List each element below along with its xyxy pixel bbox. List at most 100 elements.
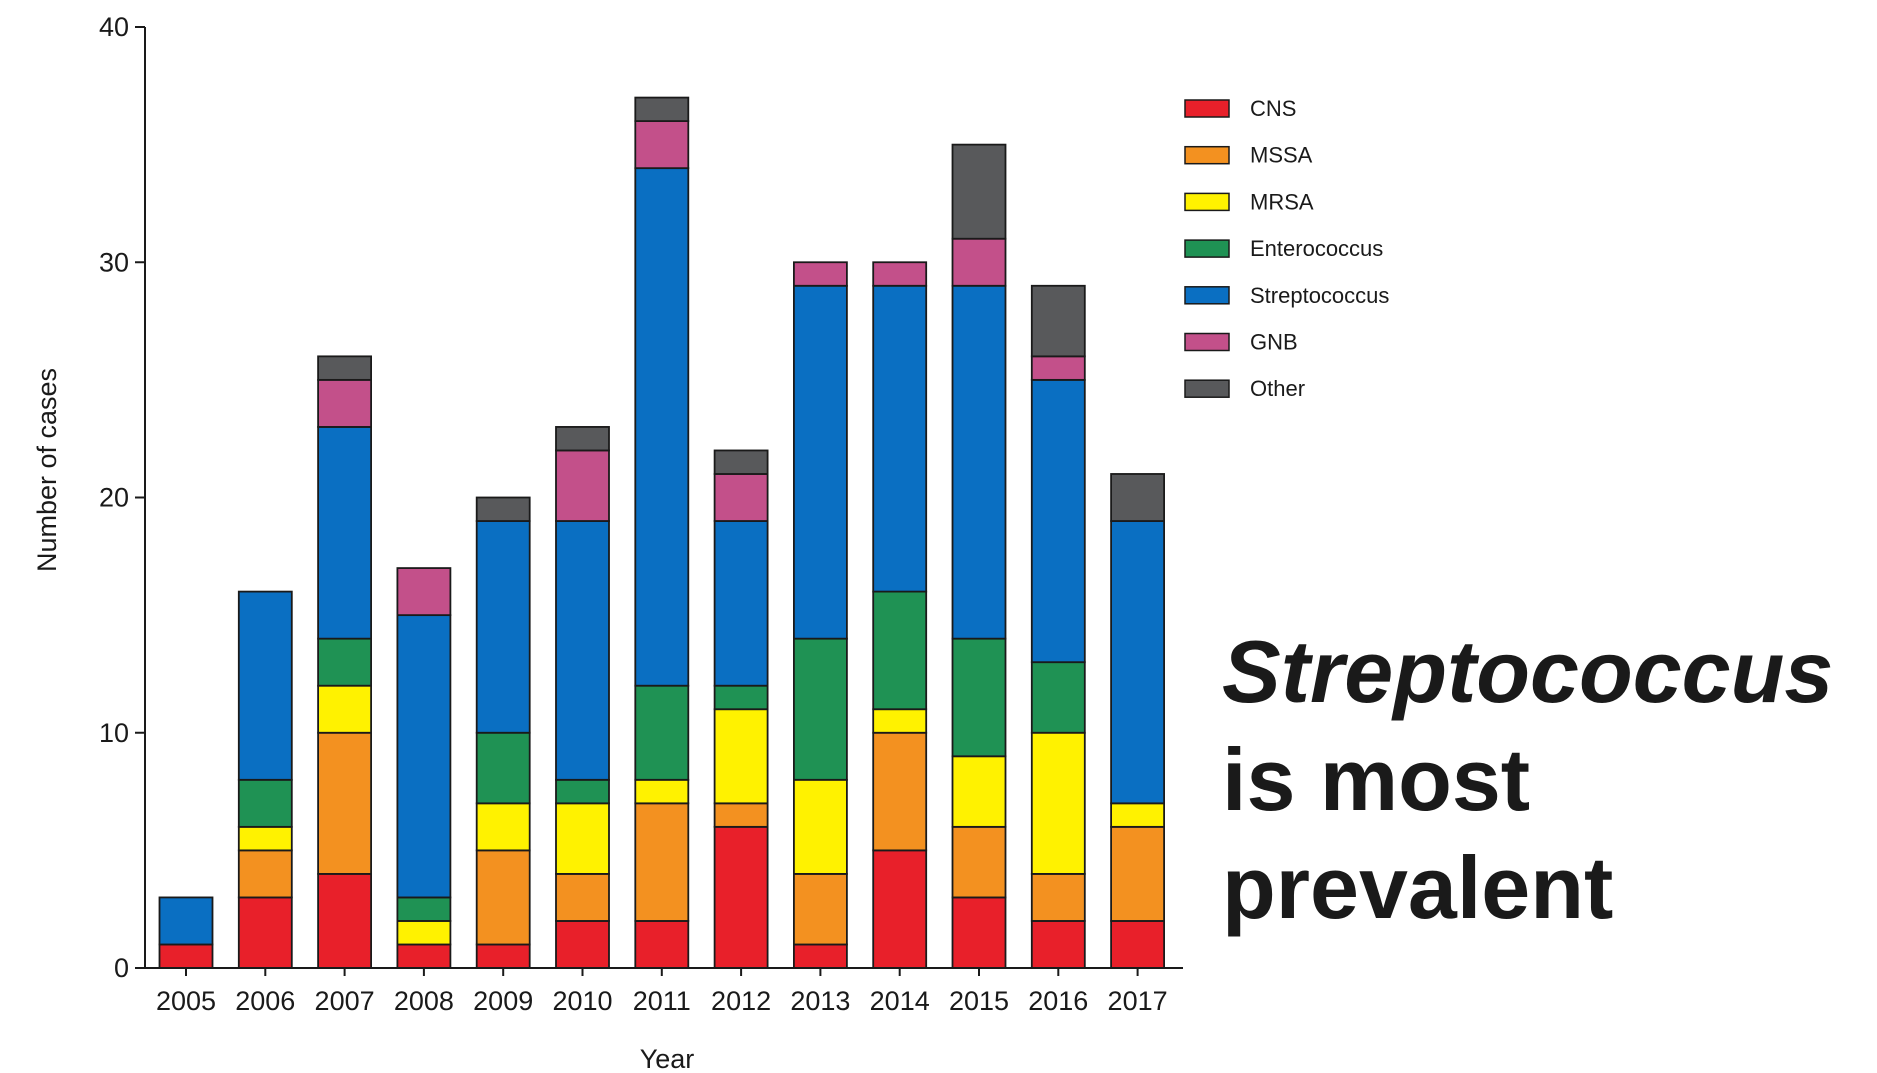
bar-stack-2011 bbox=[634, 96, 690, 969]
y-tick-label: 20 bbox=[99, 483, 129, 513]
legend: CNS MSSA MRSA Enterococcus Streptococcus GNB O… bbox=[1184, 96, 1389, 401]
bar-stack-2009 bbox=[475, 496, 531, 969]
bar-segment-mrsa-2013 bbox=[793, 778, 848, 875]
legend-label: MSSA bbox=[1250, 143, 1313, 168]
bar-segment-cns-2009 bbox=[475, 943, 531, 969]
bar-segment-mrsa-2009 bbox=[475, 802, 531, 852]
legend-item-cns: CNS bbox=[1184, 96, 1296, 121]
y-tick-label: 30 bbox=[99, 247, 129, 277]
bar-segment-streptococcus-2017 bbox=[1110, 520, 1165, 805]
bar-stack-2006 bbox=[237, 590, 293, 969]
legend-label: Enterococcus bbox=[1250, 236, 1383, 261]
bar-segment-enterococcus-2010 bbox=[555, 778, 610, 805]
bar-segment-streptococcus-2008 bbox=[396, 614, 452, 899]
bar-segment-cns-2008 bbox=[396, 943, 452, 969]
legend-label: GNB bbox=[1250, 330, 1298, 355]
bar-segment-streptococcus-2012 bbox=[713, 520, 769, 687]
bar-segment-other-2011 bbox=[634, 96, 690, 122]
bar-stack-2013 bbox=[793, 261, 848, 969]
bar-segment-other-2007 bbox=[317, 355, 373, 381]
bar-segment-cns-2013 bbox=[793, 943, 848, 969]
legend-swatch bbox=[1184, 99, 1230, 118]
bar-stack-2014 bbox=[872, 261, 928, 969]
legend-item-mssa: MSSA bbox=[1184, 143, 1313, 168]
headline-line-2: is most bbox=[1222, 730, 1531, 829]
bar-segment-enterococcus-2009 bbox=[475, 731, 531, 805]
bar-segment-gnb-2013 bbox=[793, 261, 848, 287]
bar-segment-enterococcus-2016 bbox=[1030, 661, 1086, 734]
bar-segment-enterococcus-2015 bbox=[951, 637, 1007, 758]
bar-segment-mssa-2009 bbox=[475, 849, 531, 946]
bar-segment-enterococcus-2012 bbox=[713, 684, 769, 711]
bar-segment-enterococcus-2008 bbox=[396, 896, 452, 922]
bar-stack-2017 bbox=[1110, 473, 1165, 969]
legend-swatch bbox=[1184, 379, 1230, 398]
bar-segment-mssa-2011 bbox=[634, 802, 690, 922]
x-tick-label: 2008 bbox=[394, 986, 454, 1016]
x-axis-label: Year bbox=[640, 1044, 695, 1073]
headline: Streptococcus is most prevalent bbox=[1222, 618, 1833, 942]
x-tick-label: 2010 bbox=[552, 986, 612, 1016]
bar-segment-mssa-2017 bbox=[1110, 825, 1165, 922]
bar-segment-cns-2016 bbox=[1030, 920, 1086, 969]
bar-stack-2015 bbox=[951, 143, 1007, 969]
bar-segment-streptococcus-2007 bbox=[317, 426, 373, 640]
bar-segment-mrsa-2015 bbox=[951, 755, 1007, 828]
x-tick-label: 2011 bbox=[633, 986, 691, 1016]
bar-segment-streptococcus-2016 bbox=[1030, 378, 1086, 664]
bar-segment-mrsa-2008 bbox=[396, 920, 452, 946]
bar-stack-2010 bbox=[555, 426, 610, 969]
x-tick-label: 2009 bbox=[473, 986, 533, 1016]
bar-segment-cns-2007 bbox=[317, 873, 373, 969]
bar-segment-mssa-2016 bbox=[1030, 873, 1086, 922]
legend-item-streptococcus: Streptococcus bbox=[1184, 283, 1389, 308]
bar-segment-mssa-2014 bbox=[872, 731, 928, 852]
bar-segment-enterococcus-2013 bbox=[793, 637, 848, 781]
bar-stack-2016 bbox=[1030, 284, 1086, 969]
bar-segment-gnb-2011 bbox=[634, 120, 690, 170]
bar-segment-cns-2011 bbox=[634, 920, 690, 969]
bar-segment-other-2015 bbox=[951, 143, 1007, 240]
bar-segment-streptococcus-2014 bbox=[872, 284, 928, 593]
bar-segment-streptococcus-2010 bbox=[555, 520, 610, 781]
bar-segment-enterococcus-2014 bbox=[872, 590, 928, 711]
bar-segment-streptococcus-2015 bbox=[951, 284, 1007, 640]
bar-segment-mssa-2007 bbox=[317, 731, 373, 875]
bar-segment-streptococcus-2005 bbox=[158, 896, 214, 946]
bar-segment-cns-2012 bbox=[713, 825, 769, 969]
legend-label: MRSA bbox=[1250, 189, 1314, 214]
bar-segment-mrsa-2016 bbox=[1030, 731, 1086, 875]
bar-segment-mssa-2015 bbox=[951, 825, 1007, 899]
bar-segment-cns-2005 bbox=[158, 943, 214, 969]
bar-segment-cns-2010 bbox=[555, 920, 610, 969]
plot-area bbox=[158, 96, 1165, 969]
bar-segment-other-2010 bbox=[555, 426, 610, 452]
bar-segment-mssa-2010 bbox=[555, 873, 610, 922]
headline-line-3: prevalent bbox=[1222, 838, 1614, 937]
x-tick-label: 2014 bbox=[870, 986, 930, 1016]
legend-item-enterococcus: Enterococcus bbox=[1184, 236, 1383, 261]
bar-segment-mssa-2012 bbox=[713, 802, 769, 828]
bar-segment-enterococcus-2007 bbox=[317, 637, 373, 687]
legend-label: Streptococcus bbox=[1250, 283, 1389, 308]
bar-stack-2005 bbox=[158, 896, 214, 969]
legend-swatch bbox=[1184, 332, 1230, 352]
bar-segment-cns-2014 bbox=[872, 849, 928, 969]
bar-segment-mrsa-2017 bbox=[1110, 802, 1165, 828]
bar-segment-mssa-2006 bbox=[237, 849, 293, 899]
bar-segment-streptococcus-2009 bbox=[475, 520, 531, 734]
y-tick-label: 10 bbox=[99, 718, 129, 748]
legend-swatch bbox=[1184, 286, 1230, 305]
bar-segment-mrsa-2011 bbox=[634, 778, 690, 805]
legend-swatch bbox=[1184, 145, 1230, 165]
headline-line-1: Streptococcus bbox=[1222, 622, 1834, 721]
legend-item-other: Other bbox=[1184, 376, 1305, 401]
bar-segment-gnb-2008 bbox=[396, 567, 452, 617]
bar-segment-mrsa-2012 bbox=[713, 708, 769, 805]
bar-stack-2012 bbox=[713, 449, 769, 969]
bar-segment-gnb-2014 bbox=[872, 261, 928, 287]
bar-segment-streptococcus-2013 bbox=[793, 284, 848, 640]
y-axis-label: Number of cases bbox=[32, 368, 62, 572]
bar-segment-other-2017 bbox=[1110, 473, 1165, 522]
